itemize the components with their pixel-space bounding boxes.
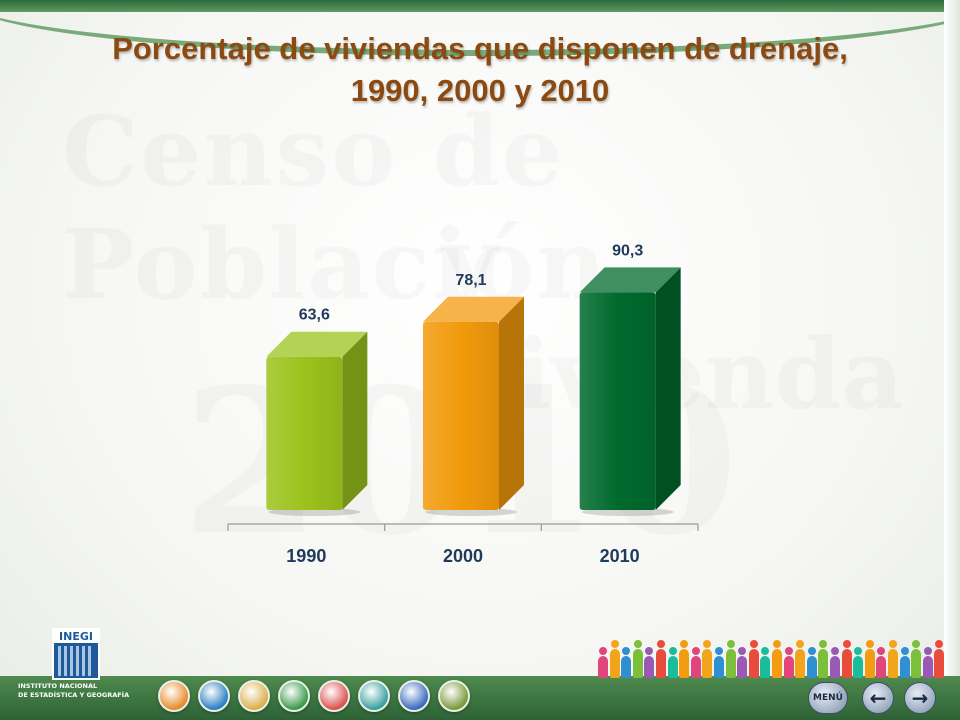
person-figure (795, 640, 806, 678)
person-figure (934, 640, 945, 678)
bar-top-2000 (423, 296, 524, 322)
person-figure (899, 647, 910, 678)
person-figure (725, 640, 736, 678)
person-figure (621, 647, 632, 678)
housing-icon[interactable] (358, 680, 390, 712)
person-figure (737, 647, 748, 678)
person-figure (853, 647, 864, 678)
arrow-left-icon: ← (869, 686, 887, 710)
person-figure (598, 647, 608, 678)
bar-top-1990 (266, 331, 368, 357)
institution-line2: DE ESTADÍSTICA Y GEOGRAFÍA (18, 691, 130, 699)
forward-button[interactable]: → (904, 682, 936, 714)
category-label-1990: 1990 (286, 546, 326, 566)
people-icon[interactable] (238, 680, 270, 712)
menu-button[interactable]: MENÚ (808, 682, 848, 714)
bar-side-2010 (655, 267, 681, 510)
title-line2: 1990, 2000 y 2010 (350, 73, 610, 108)
bar-top-2010 (579, 267, 681, 293)
person-figure (748, 640, 759, 678)
arrow-right-icon: → (911, 686, 929, 710)
info-icon[interactable] (198, 680, 230, 712)
people-illustration (598, 630, 954, 678)
person-figure (667, 647, 678, 678)
category-label-2000: 2000 (443, 546, 483, 566)
logo-text: INEGI (54, 630, 98, 643)
person-figure (760, 647, 771, 678)
person-figure (690, 647, 701, 678)
map-icon[interactable] (438, 680, 470, 712)
person-figure (818, 640, 829, 678)
bar-1990 (266, 356, 343, 510)
person-figure (656, 640, 666, 678)
person-figure (679, 640, 690, 678)
person-figure (806, 647, 817, 678)
family-icon[interactable] (278, 680, 310, 712)
institution-name: INSTITUTO NACIONAL DE ESTADÍSTICA Y GEOG… (18, 682, 158, 700)
person-figure (609, 640, 620, 678)
value-label-1990: 63,6 (299, 307, 330, 324)
person-figure (830, 647, 840, 678)
institution-line1: INSTITUTO NACIONAL (18, 682, 98, 690)
house-icon[interactable] (318, 680, 350, 712)
person-figure (864, 640, 875, 678)
bar-side-2000 (499, 296, 524, 510)
logo-pattern (58, 646, 94, 676)
population-icon[interactable] (158, 680, 190, 712)
person-figure (644, 647, 655, 678)
top-bar (0, 0, 960, 12)
person-figure (632, 640, 643, 678)
person-figure (911, 640, 922, 678)
category-label-2010: 2010 (600, 546, 640, 566)
value-label-2000: 78,1 (455, 272, 486, 289)
title-line1: Porcentaje de viviendas que disponen de … (112, 31, 848, 66)
person-figure (772, 640, 782, 678)
page-title: Porcentaje de viviendas que disponen de … (80, 28, 880, 112)
mobility-icon[interactable] (398, 680, 430, 712)
person-figure (702, 640, 713, 678)
person-figure (783, 647, 794, 678)
person-figure (876, 647, 887, 678)
person-figure (888, 640, 898, 678)
bar-side-1990 (342, 331, 368, 510)
value-label-2010: 90,3 (612, 242, 643, 259)
bar-2010 (579, 292, 656, 510)
bar-2000 (423, 321, 499, 510)
inegi-logo[interactable]: INEGI (52, 628, 100, 680)
person-figure (922, 647, 933, 678)
back-button[interactable]: ← (862, 682, 894, 714)
person-figure (841, 640, 852, 678)
person-figure (714, 647, 724, 678)
right-band (944, 0, 960, 720)
